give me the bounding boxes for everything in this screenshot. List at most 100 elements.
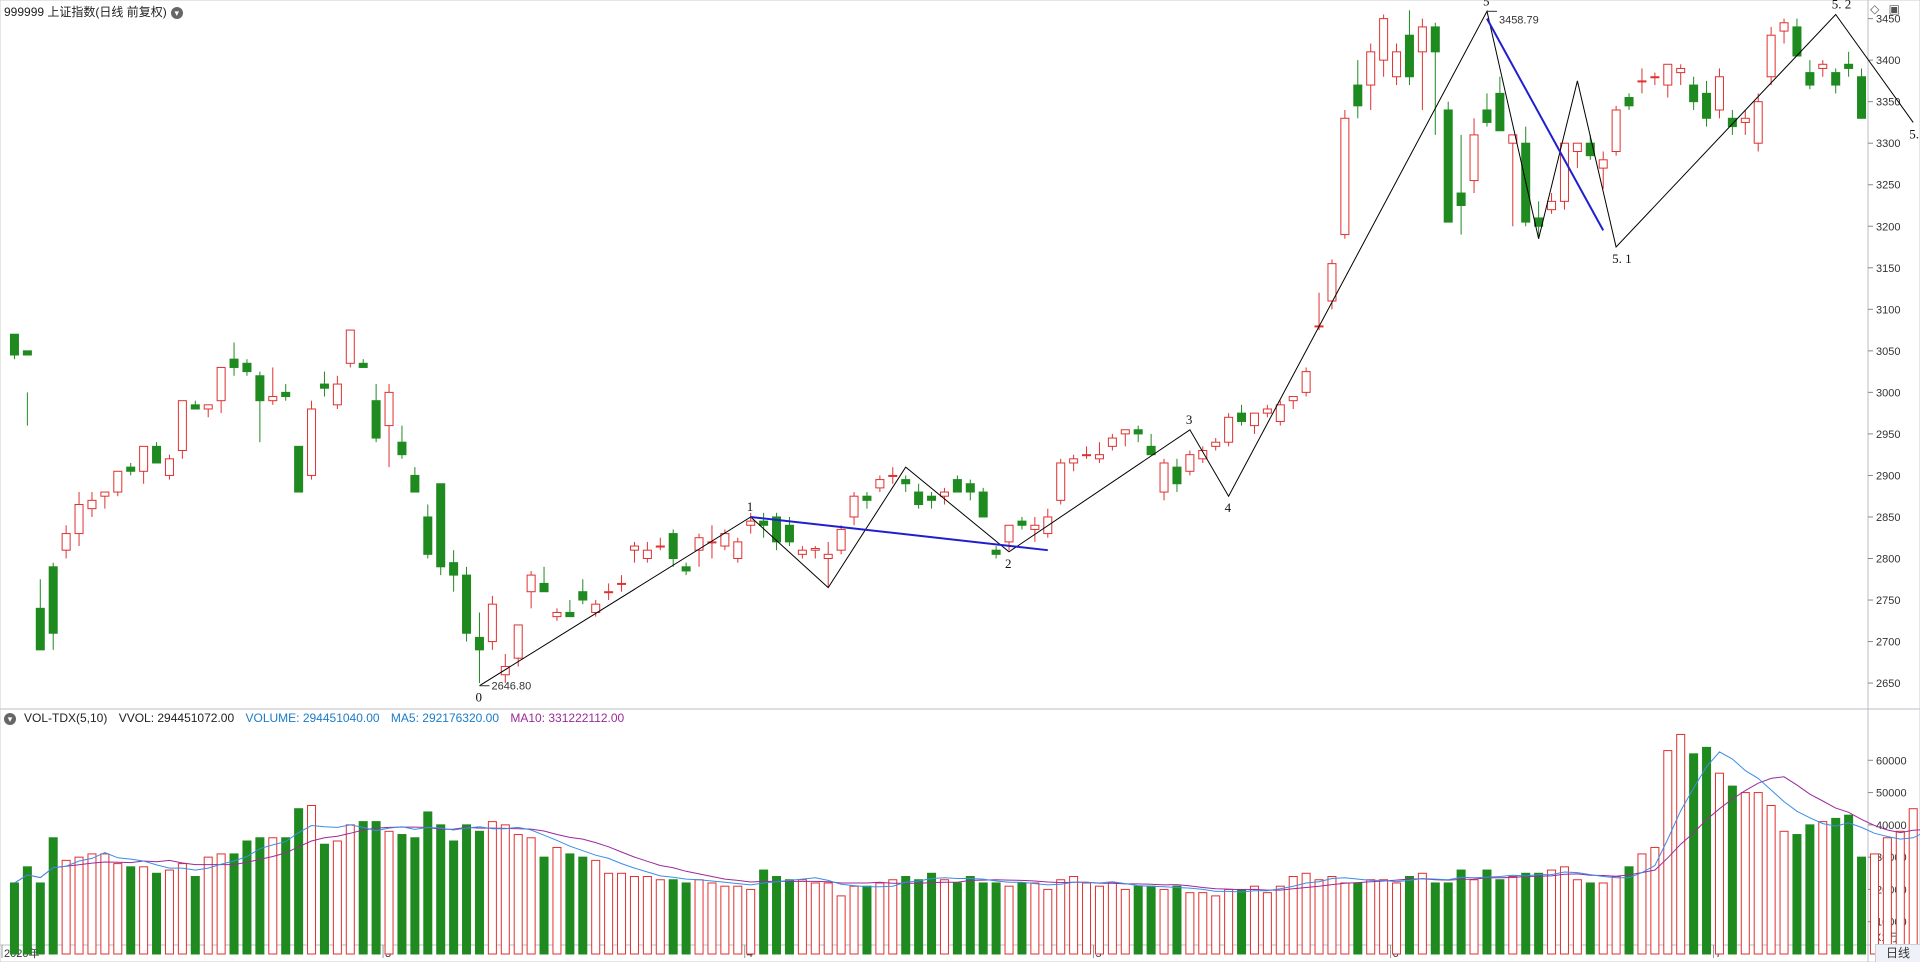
volume-bar — [707, 882, 717, 955]
trend-line-blue — [1486, 18, 1605, 231]
volume-bar — [978, 882, 988, 955]
price-tick-label: 2950 — [1876, 429, 1900, 441]
candle-body — [810, 548, 820, 551]
candle-body — [681, 566, 691, 572]
candle-body — [203, 404, 213, 410]
wave-line — [479, 9, 1914, 687]
candle-body — [1082, 454, 1092, 457]
candle-body — [927, 495, 937, 501]
volume-bar — [1766, 804, 1776, 955]
candle-body — [939, 491, 949, 497]
volume-bar — [1340, 882, 1350, 955]
volume-bar — [849, 885, 859, 955]
candle — [1314, 292, 1324, 331]
candle — [1159, 458, 1169, 501]
candle-body — [513, 624, 523, 659]
candle — [1082, 446, 1092, 459]
candle — [668, 529, 678, 567]
volume-bar — [1534, 872, 1544, 955]
candle-body — [1172, 466, 1182, 485]
candle — [358, 359, 368, 368]
candle-body — [629, 545, 639, 551]
candle — [914, 483, 924, 509]
volume-bar — [1598, 882, 1608, 955]
candle-body — [591, 603, 601, 613]
candle — [294, 445, 304, 493]
wave-point-label: 1 — [747, 499, 754, 514]
candle — [1753, 93, 1763, 152]
volume-bar — [862, 885, 872, 955]
price-tick-label: 2800 — [1876, 553, 1900, 565]
candle — [1430, 22, 1440, 135]
volume-bar — [1508, 876, 1518, 955]
candle-body — [849, 495, 859, 518]
price-annotation: 2646.80 — [491, 681, 531, 693]
indicator-dropdown-icon[interactable]: ▾ — [4, 712, 16, 725]
volume-bar — [1301, 872, 1311, 955]
window-icon[interactable]: ▣ — [1888, 2, 1900, 16]
volume-bar — [1831, 817, 1841, 955]
volume-bar — [1262, 892, 1272, 955]
volume-bar — [139, 866, 149, 955]
candle-body — [642, 549, 652, 559]
volume-bar — [126, 866, 136, 955]
candle-body — [784, 524, 794, 543]
volume-bar — [410, 837, 420, 955]
title-dropdown-icon[interactable]: ▾ — [170, 6, 183, 19]
candle-body — [733, 541, 743, 559]
candle-body — [449, 562, 459, 576]
price-tick-label: 2900 — [1876, 470, 1900, 482]
candle-body — [1779, 22, 1789, 32]
volume-bar — [1624, 866, 1634, 955]
candle — [617, 575, 627, 592]
diamond-icon[interactable]: ◇ — [1870, 2, 1880, 16]
volume-bar — [1417, 872, 1427, 955]
candle-body — [397, 441, 407, 456]
candle — [1107, 433, 1117, 451]
candle — [810, 546, 820, 559]
candle — [449, 550, 459, 592]
volume-bar — [281, 837, 291, 955]
candle-body — [578, 591, 588, 601]
volume-bar — [9, 882, 19, 955]
volume-bar — [1185, 892, 1195, 955]
period-button[interactable]: 日线 — [1875, 944, 1920, 962]
ma5-line — [14, 751, 1920, 893]
candle-body — [371, 400, 381, 439]
volume-bar — [939, 879, 949, 955]
volume-bar — [358, 821, 368, 955]
candle — [526, 570, 536, 609]
candle-body — [1353, 84, 1363, 107]
volume-bar — [1844, 814, 1854, 955]
volume-bar — [927, 872, 937, 955]
candle — [1598, 151, 1608, 189]
candle-body — [604, 591, 614, 594]
candle — [1443, 101, 1453, 223]
volume-bar — [604, 872, 614, 955]
volume-bar — [164, 869, 174, 955]
candle-body — [836, 528, 846, 551]
wave-point-label: 2 — [1005, 556, 1012, 571]
volume-bar — [952, 882, 962, 955]
candle — [733, 537, 743, 563]
price-tick-label: 3000 — [1876, 387, 1900, 399]
volume-bar — [914, 879, 924, 955]
candle-body — [177, 400, 187, 452]
candle-body — [152, 445, 162, 464]
candle-body — [462, 574, 472, 634]
candle-body — [1598, 159, 1608, 169]
candle-body — [1211, 441, 1221, 447]
wave-point-label: 5. 1 — [1612, 251, 1632, 266]
candle — [1404, 10, 1414, 86]
candle — [875, 475, 885, 493]
ma5-value: MA5: 292176320.00 — [390, 711, 500, 725]
candle-body — [1844, 63, 1854, 69]
candle — [1624, 93, 1634, 110]
volume-bar — [1882, 837, 1892, 955]
volume-bar — [1069, 876, 1079, 955]
candle-body — [345, 329, 355, 364]
candle-body — [1818, 63, 1828, 69]
volume-bar — [836, 895, 846, 955]
volume-bar — [1753, 792, 1763, 955]
